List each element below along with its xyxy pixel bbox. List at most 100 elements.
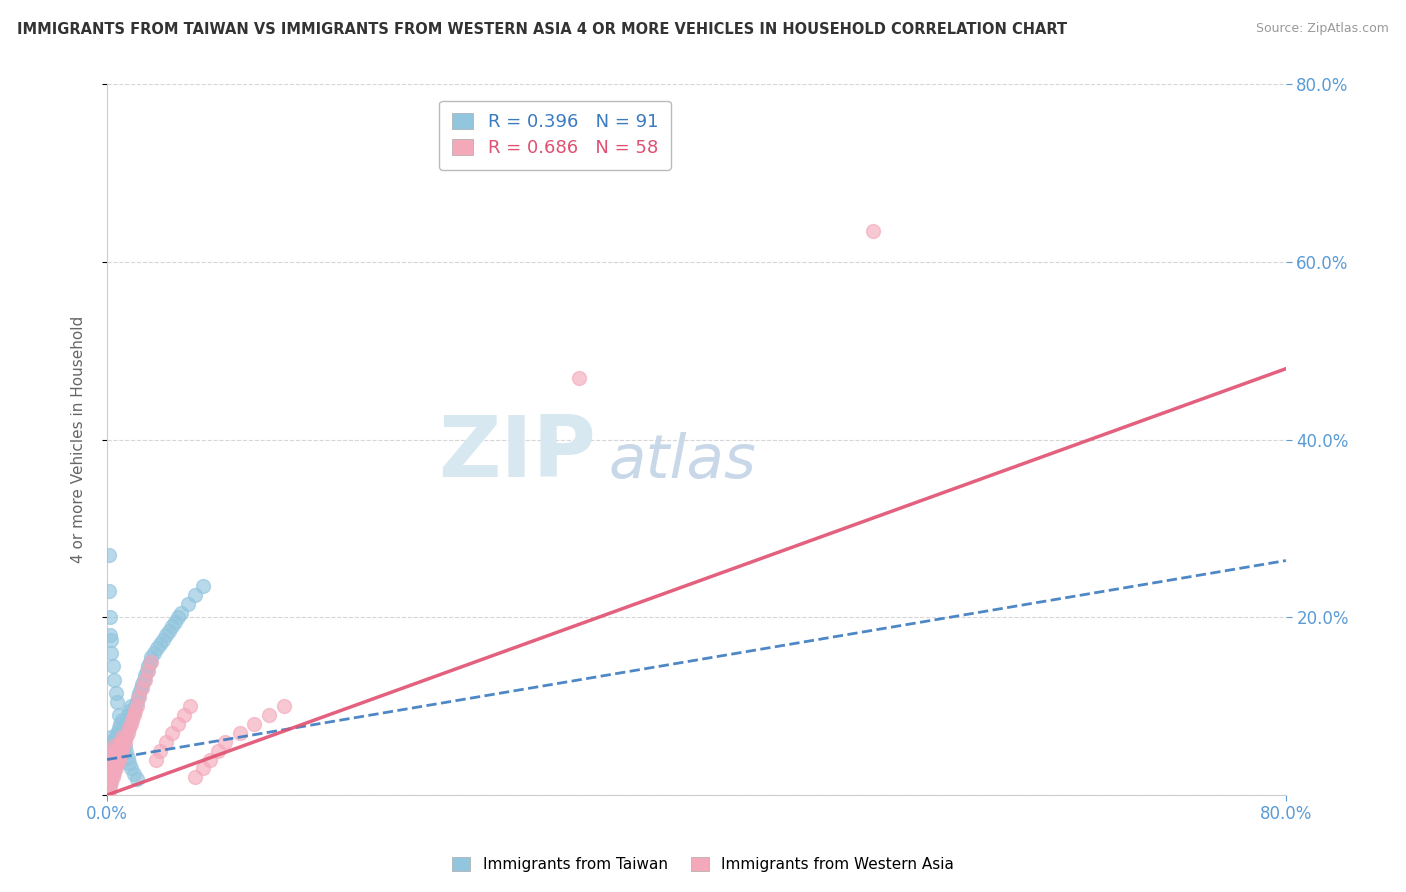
- Point: [100, 761, 122, 775]
- Point: [132, 673, 155, 687]
- Point: [115, 746, 138, 760]
- Point: [125, 695, 148, 709]
- Point: [124, 704, 146, 718]
- Point: [105, 695, 128, 709]
- Point: [112, 722, 135, 736]
- Point: [98, 765, 121, 780]
- Point: [143, 646, 166, 660]
- Point: [243, 717, 266, 731]
- Point: [103, 752, 125, 766]
- Point: [98, 628, 121, 642]
- Point: [121, 713, 143, 727]
- Point: [191, 761, 214, 775]
- Point: [207, 744, 229, 758]
- Point: [112, 739, 135, 754]
- Point: [136, 659, 159, 673]
- Point: [103, 761, 125, 775]
- Point: [111, 726, 134, 740]
- Point: [862, 224, 884, 238]
- Point: [115, 713, 138, 727]
- Point: [100, 774, 122, 789]
- Point: [108, 748, 131, 763]
- Point: [120, 713, 142, 727]
- Point: [104, 686, 127, 700]
- Point: [149, 744, 172, 758]
- Point: [110, 731, 132, 745]
- Point: [98, 748, 121, 763]
- Point: [98, 774, 121, 789]
- Point: [134, 673, 156, 687]
- Point: [105, 726, 128, 740]
- Point: [104, 748, 127, 763]
- Point: [173, 708, 195, 723]
- Point: [111, 726, 134, 740]
- Point: [117, 722, 139, 736]
- Point: [191, 579, 214, 593]
- Point: [103, 735, 125, 749]
- Point: [97, 779, 120, 793]
- Point: [100, 756, 122, 771]
- Text: atlas: atlas: [607, 432, 756, 491]
- Point: [122, 704, 145, 718]
- Point: [118, 756, 141, 770]
- Point: [112, 735, 135, 749]
- Point: [110, 735, 132, 749]
- Point: [115, 726, 138, 740]
- Point: [146, 641, 169, 656]
- Point: [163, 615, 186, 629]
- Legend: Immigrants from Taiwan, Immigrants from Western Asia: Immigrants from Taiwan, Immigrants from …: [444, 849, 962, 880]
- Point: [108, 739, 131, 754]
- Point: [98, 610, 121, 624]
- Point: [101, 770, 124, 784]
- Point: [166, 610, 188, 624]
- Point: [122, 708, 145, 723]
- Point: [105, 752, 128, 766]
- Point: [179, 699, 201, 714]
- Point: [114, 717, 136, 731]
- Point: [108, 722, 131, 736]
- Point: [134, 668, 156, 682]
- Point: [200, 752, 222, 766]
- Point: [103, 673, 125, 687]
- Point: [97, 783, 120, 797]
- Point: [111, 731, 134, 745]
- Point: [104, 756, 127, 771]
- Point: [101, 739, 124, 754]
- Point: [117, 751, 139, 765]
- Point: [98, 779, 121, 793]
- Point: [101, 756, 124, 771]
- Point: [145, 752, 167, 766]
- Legend: R = 0.396   N = 91, R = 0.686   N = 58: R = 0.396 N = 91, R = 0.686 N = 58: [439, 101, 671, 169]
- Point: [141, 650, 163, 665]
- Point: [110, 717, 132, 731]
- Point: [100, 632, 122, 647]
- Point: [117, 726, 139, 740]
- Point: [170, 606, 193, 620]
- Point: [117, 708, 139, 723]
- Point: [155, 735, 177, 749]
- Point: [128, 686, 150, 700]
- Point: [118, 704, 141, 718]
- Point: [568, 370, 591, 384]
- Point: [104, 744, 127, 758]
- Point: [135, 664, 157, 678]
- Point: [105, 756, 128, 771]
- Point: [125, 699, 148, 714]
- Point: [228, 726, 250, 740]
- Point: [110, 744, 132, 758]
- Point: [104, 761, 127, 775]
- Point: [98, 752, 121, 766]
- Point: [97, 752, 120, 766]
- Point: [166, 717, 188, 731]
- Y-axis label: 4 or more Vehicles in Household: 4 or more Vehicles in Household: [72, 316, 86, 564]
- Point: [101, 765, 124, 780]
- Point: [118, 717, 141, 731]
- Point: [105, 744, 128, 758]
- Point: [141, 655, 163, 669]
- Point: [111, 739, 134, 754]
- Point: [97, 548, 120, 562]
- Point: [257, 708, 280, 723]
- Point: [184, 588, 207, 602]
- Point: [98, 735, 121, 749]
- Text: ZIP: ZIP: [439, 412, 596, 495]
